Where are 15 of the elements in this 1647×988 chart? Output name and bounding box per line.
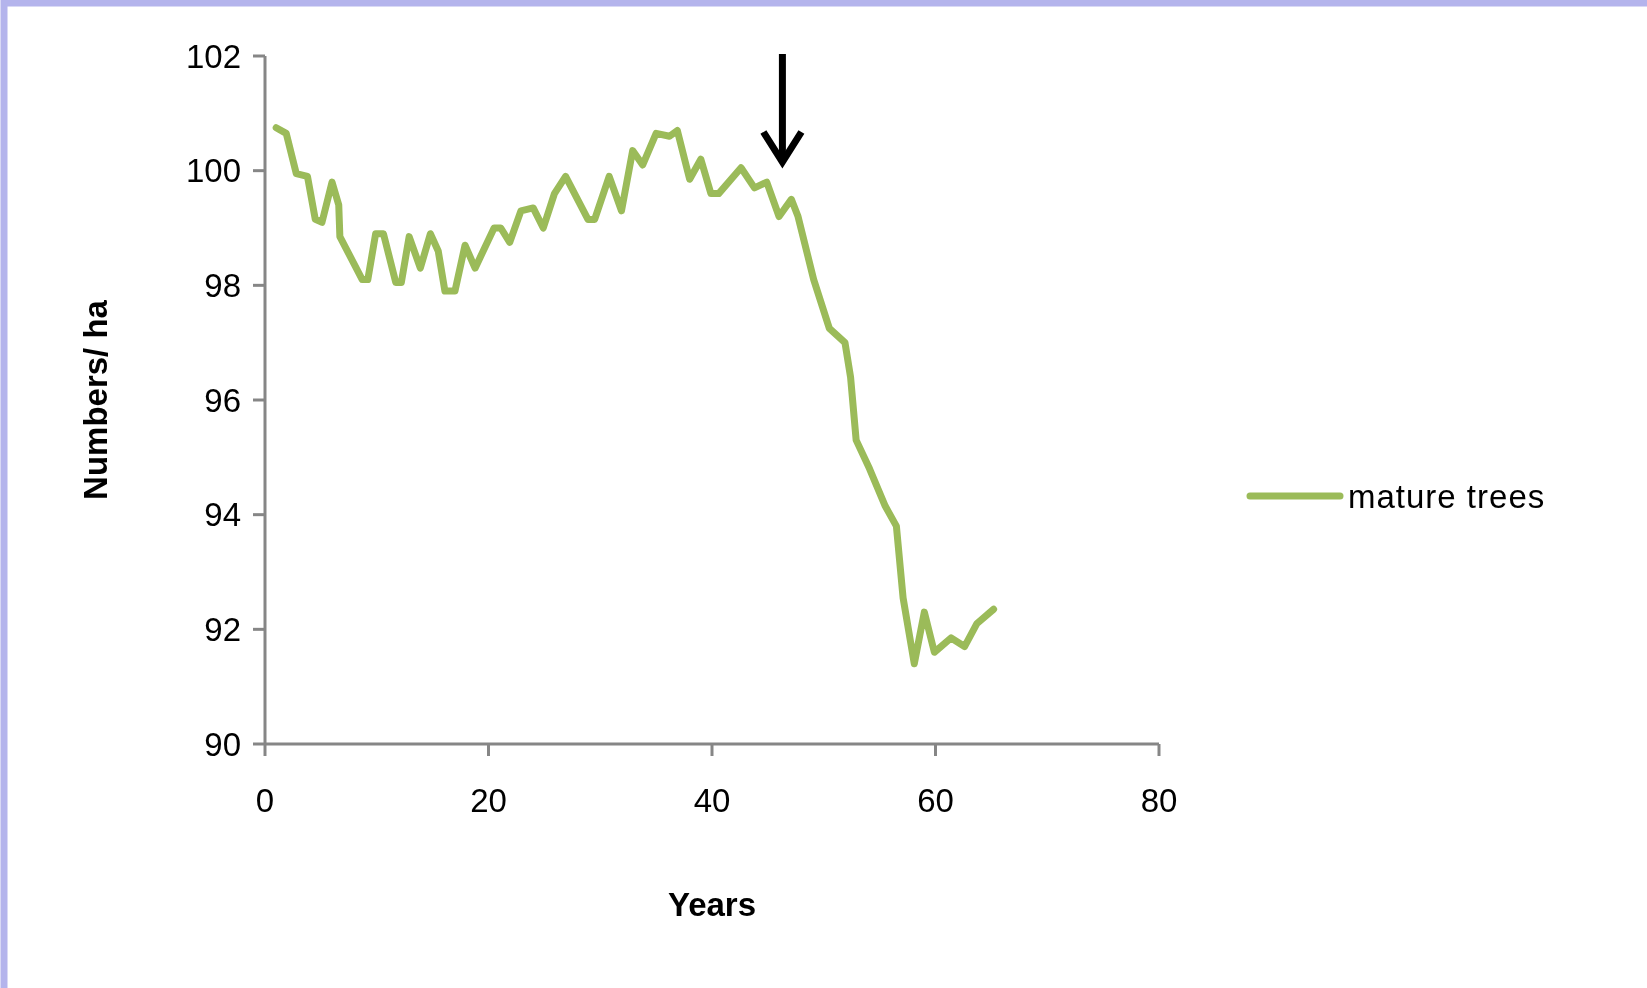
x-tick-label: 60 (917, 782, 954, 819)
y-tick-label: 94 (204, 496, 241, 534)
y-tick-label: 100 (185, 152, 241, 190)
y-tick-label: 96 (204, 381, 241, 419)
x-tick-label: 40 (693, 782, 731, 819)
x-tick-label: 20 (470, 782, 507, 819)
x-axis-title: Years (667, 886, 757, 923)
y-tick-label: 92 (204, 610, 241, 648)
y-tick-label: 98 (204, 266, 241, 304)
x-tick-label: 80 (1140, 782, 1178, 819)
y-tick-label: 102 (185, 37, 241, 75)
y-tick-label: 90 (204, 725, 241, 763)
legend-label: mature trees (1348, 477, 1546, 515)
y-axis-title: Numbers/ ha (77, 299, 114, 500)
x-tick-label: 0 (255, 782, 275, 819)
